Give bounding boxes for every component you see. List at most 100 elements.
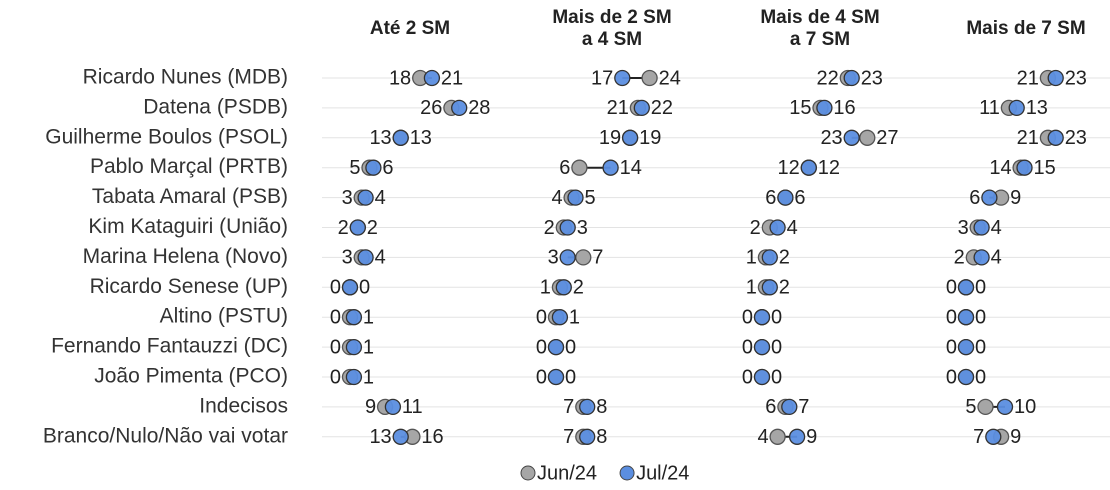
value-label: 0 [975, 336, 986, 358]
value-label: 9 [806, 426, 817, 448]
category-label: Guilherme Boulos (PSOL) [45, 125, 288, 148]
legend-marker [520, 465, 536, 481]
value-label: 15 [1034, 157, 1056, 179]
dot [761, 249, 778, 266]
value-label: 0 [742, 366, 753, 388]
panel-title: Até 2 SM [370, 18, 450, 39]
value-label: 1 [746, 247, 757, 269]
category-label: Branco/Nulo/Não vai votar [43, 424, 288, 447]
dot [547, 368, 565, 386]
value-label: 0 [536, 336, 547, 358]
value-label: 21 [441, 67, 463, 89]
value-label: 16 [833, 97, 855, 119]
value-label: 3 [577, 217, 588, 239]
dot [843, 129, 860, 146]
value-label: 9 [365, 396, 376, 418]
value-label: 5 [965, 396, 976, 418]
dot [985, 428, 1002, 445]
value-label: 6 [765, 187, 776, 209]
value-label: 0 [975, 366, 986, 388]
value-label: 13 [410, 127, 432, 149]
dot [349, 219, 366, 236]
value-label: 0 [536, 306, 547, 328]
value-label: 22 [651, 97, 673, 119]
value-label: 2 [338, 217, 349, 239]
value-label: 6 [765, 396, 776, 418]
dot [788, 428, 806, 445]
panel-title: Mais de 7 SM [966, 18, 1085, 39]
dot [957, 338, 975, 356]
value-label: 0 [946, 336, 957, 358]
value-label: 5 [585, 187, 596, 209]
dot [621, 129, 639, 146]
dot [753, 309, 771, 326]
value-label: 0 [330, 366, 341, 388]
dot [357, 189, 374, 206]
dot [357, 249, 374, 266]
dot [602, 159, 619, 176]
value-label: 13 [369, 127, 391, 149]
value-label: 13 [369, 426, 391, 448]
value-label: 16 [421, 426, 443, 448]
dot [614, 69, 631, 87]
dot [859, 129, 876, 146]
value-label: 0 [946, 277, 957, 299]
value-label: 3 [342, 247, 353, 269]
dot [392, 428, 409, 445]
value-label: 0 [946, 306, 957, 328]
value-label: 0 [975, 306, 986, 328]
value-label: 4 [551, 187, 562, 209]
category-label: Datena (PSDB) [143, 95, 288, 118]
category-label: João Pimenta (PCO) [94, 365, 288, 388]
value-label: 15 [789, 97, 811, 119]
value-label: 1 [363, 306, 374, 328]
dot [451, 99, 468, 117]
dot [957, 309, 975, 326]
value-label: 0 [946, 366, 957, 388]
value-label: 21 [1017, 127, 1039, 149]
value-label: 22 [817, 67, 839, 89]
value-label: 4 [757, 426, 768, 448]
value-label: 0 [330, 336, 341, 358]
dot [843, 69, 860, 87]
value-label: 0 [565, 336, 576, 358]
dot [769, 428, 786, 445]
value-label: 0 [771, 336, 782, 358]
dot [781, 398, 798, 416]
legend-marker [619, 465, 635, 481]
dot [641, 69, 658, 87]
dot [547, 338, 565, 356]
value-label: 3 [548, 247, 559, 269]
value-label: 0 [742, 336, 753, 358]
dot [345, 338, 363, 356]
category-label: Marina Helena (Novo) [83, 245, 288, 268]
value-label: 23 [861, 67, 883, 89]
dot [633, 99, 650, 117]
value-label: 13 [1026, 97, 1048, 119]
legend-label: Jun/24 [537, 462, 597, 484]
value-label: 2 [573, 277, 584, 299]
value-label: 1 [569, 306, 580, 328]
dot [571, 159, 588, 176]
value-label: 1 [363, 336, 374, 358]
value-label: 4 [991, 217, 1002, 239]
dot [957, 368, 975, 386]
value-label: 7 [563, 426, 574, 448]
value-label: 11 [979, 97, 1000, 119]
value-label: 1 [746, 277, 757, 299]
dot [761, 279, 778, 296]
dot [1047, 69, 1064, 87]
value-label: 1 [540, 277, 551, 299]
value-label: 1 [363, 366, 374, 388]
value-label: 3 [342, 187, 353, 209]
value-label: 9 [1010, 187, 1021, 209]
value-label: 0 [330, 306, 341, 328]
value-label: 23 [820, 127, 842, 149]
value-label: 19 [639, 127, 661, 149]
value-label: 2 [544, 217, 555, 239]
value-label: 26 [420, 97, 442, 119]
value-label: 7 [592, 247, 603, 269]
value-label: 12 [778, 157, 800, 179]
value-label: 28 [468, 97, 490, 119]
